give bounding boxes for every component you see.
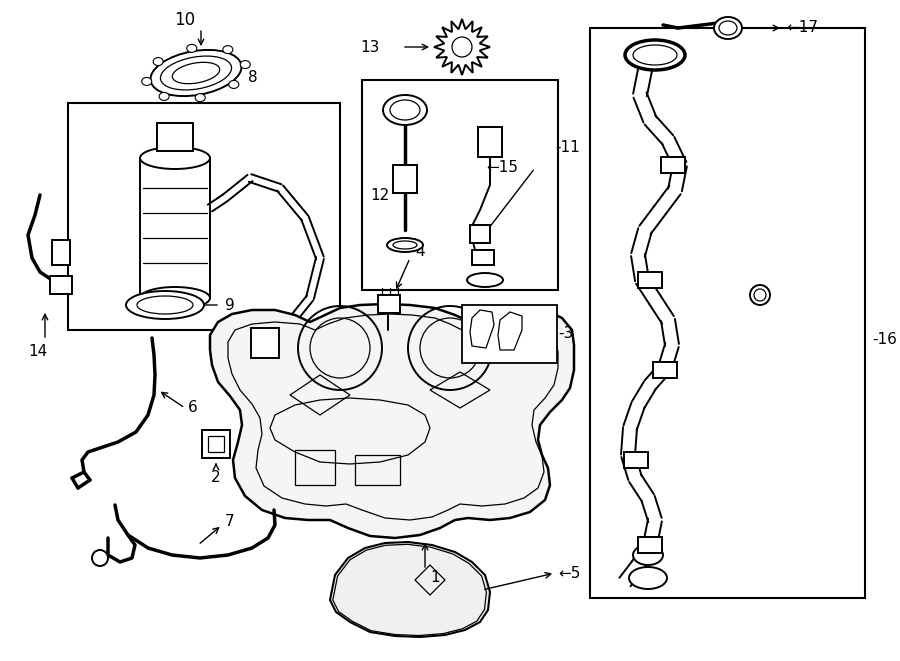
Ellipse shape xyxy=(153,58,163,65)
Ellipse shape xyxy=(393,241,417,249)
Text: 14: 14 xyxy=(29,344,48,360)
Bar xyxy=(378,295,400,313)
Bar xyxy=(638,272,662,288)
Bar xyxy=(590,28,865,598)
Ellipse shape xyxy=(625,40,685,70)
Circle shape xyxy=(750,285,770,305)
Text: 2: 2 xyxy=(212,471,220,485)
Bar xyxy=(202,430,230,458)
Bar xyxy=(251,328,279,358)
Polygon shape xyxy=(210,304,574,538)
Ellipse shape xyxy=(629,567,667,589)
Text: 10: 10 xyxy=(174,11,195,29)
Bar xyxy=(624,452,648,468)
Text: 8: 8 xyxy=(248,71,257,85)
Ellipse shape xyxy=(159,93,169,100)
Ellipse shape xyxy=(719,21,737,35)
Bar xyxy=(478,127,502,157)
Text: ←15: ←15 xyxy=(486,161,518,176)
Bar xyxy=(638,537,662,553)
Text: 6: 6 xyxy=(188,401,198,416)
Bar xyxy=(393,165,417,193)
Polygon shape xyxy=(330,542,490,637)
Ellipse shape xyxy=(633,45,677,65)
Text: 13: 13 xyxy=(361,40,380,54)
Ellipse shape xyxy=(140,147,210,169)
Text: ←17: ←17 xyxy=(786,20,818,36)
Ellipse shape xyxy=(633,545,663,565)
Bar xyxy=(362,80,558,290)
Bar xyxy=(653,362,677,378)
Polygon shape xyxy=(434,19,490,75)
Text: -16: -16 xyxy=(872,332,897,348)
Ellipse shape xyxy=(137,296,193,314)
Text: ←5: ←5 xyxy=(558,566,580,580)
Ellipse shape xyxy=(229,81,238,89)
Circle shape xyxy=(754,289,766,301)
Bar xyxy=(462,305,557,363)
Bar xyxy=(68,103,340,330)
Ellipse shape xyxy=(140,287,210,309)
Bar xyxy=(661,157,685,173)
Ellipse shape xyxy=(714,17,742,39)
Ellipse shape xyxy=(160,56,231,90)
Bar xyxy=(157,123,193,151)
Circle shape xyxy=(452,37,472,57)
Ellipse shape xyxy=(126,291,204,319)
Ellipse shape xyxy=(195,94,205,102)
Bar xyxy=(50,276,72,294)
Bar xyxy=(52,240,70,265)
Ellipse shape xyxy=(150,50,241,96)
Text: 9: 9 xyxy=(225,297,235,313)
Text: 12: 12 xyxy=(370,188,389,202)
Text: 1: 1 xyxy=(430,570,439,586)
Ellipse shape xyxy=(187,44,197,52)
Text: 7: 7 xyxy=(225,514,235,529)
Bar xyxy=(470,225,490,243)
Bar xyxy=(295,450,335,485)
Circle shape xyxy=(92,550,108,566)
Ellipse shape xyxy=(390,100,420,120)
Ellipse shape xyxy=(172,62,220,84)
Bar xyxy=(472,250,494,265)
Bar xyxy=(355,455,400,485)
Ellipse shape xyxy=(223,46,233,54)
Ellipse shape xyxy=(240,61,250,69)
Text: -3: -3 xyxy=(558,327,573,342)
Bar xyxy=(208,436,224,452)
Text: 4: 4 xyxy=(415,245,425,260)
Ellipse shape xyxy=(383,95,427,125)
Ellipse shape xyxy=(467,273,503,287)
Ellipse shape xyxy=(141,77,152,85)
Ellipse shape xyxy=(387,238,423,252)
Text: -11: -11 xyxy=(555,141,580,155)
